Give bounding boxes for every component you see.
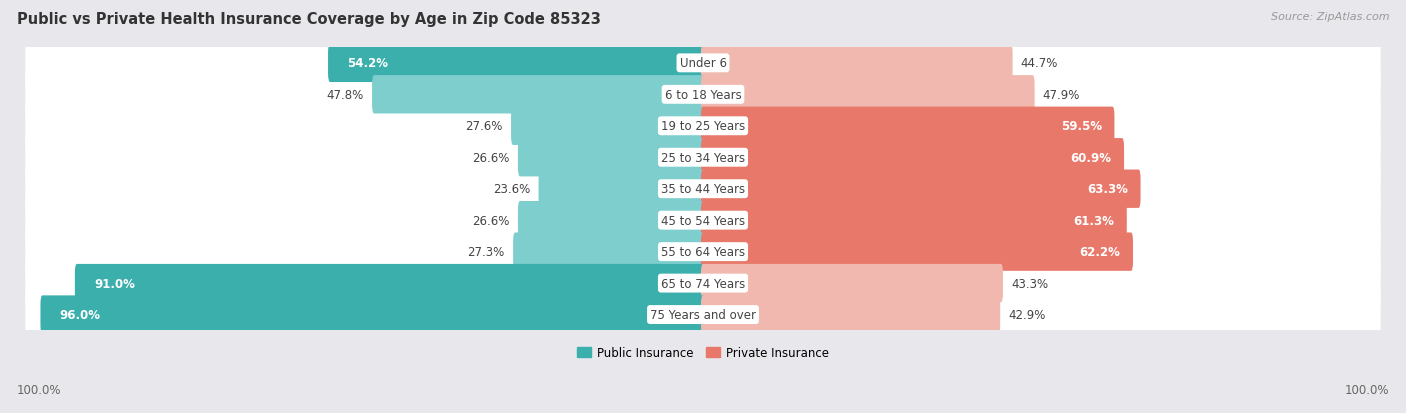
Text: 59.5%: 59.5%: [1062, 120, 1102, 133]
Text: 27.3%: 27.3%: [468, 246, 505, 259]
FancyBboxPatch shape: [25, 284, 1381, 346]
Text: 75 Years and over: 75 Years and over: [650, 309, 756, 321]
Text: 6 to 18 Years: 6 to 18 Years: [665, 89, 741, 102]
FancyBboxPatch shape: [25, 127, 1381, 189]
FancyBboxPatch shape: [25, 252, 1381, 314]
FancyBboxPatch shape: [702, 296, 1000, 334]
FancyBboxPatch shape: [25, 190, 1381, 252]
Text: 45 to 54 Years: 45 to 54 Years: [661, 214, 745, 227]
FancyBboxPatch shape: [517, 202, 704, 240]
FancyBboxPatch shape: [538, 170, 704, 209]
FancyBboxPatch shape: [373, 76, 704, 114]
FancyBboxPatch shape: [510, 107, 704, 146]
Text: 62.2%: 62.2%: [1080, 246, 1121, 259]
Text: 91.0%: 91.0%: [94, 277, 135, 290]
Text: 42.9%: 42.9%: [1008, 309, 1046, 321]
FancyBboxPatch shape: [25, 221, 1381, 283]
FancyBboxPatch shape: [702, 170, 1140, 209]
FancyBboxPatch shape: [702, 139, 1123, 177]
Text: 23.6%: 23.6%: [494, 183, 530, 196]
FancyBboxPatch shape: [702, 202, 1126, 240]
FancyBboxPatch shape: [25, 33, 1381, 95]
Text: 27.6%: 27.6%: [465, 120, 503, 133]
Text: Source: ZipAtlas.com: Source: ZipAtlas.com: [1271, 12, 1389, 22]
FancyBboxPatch shape: [25, 64, 1381, 126]
FancyBboxPatch shape: [328, 45, 704, 83]
FancyBboxPatch shape: [513, 233, 704, 271]
Text: 60.9%: 60.9%: [1071, 152, 1112, 164]
Text: 26.6%: 26.6%: [472, 152, 509, 164]
Text: 25 to 34 Years: 25 to 34 Years: [661, 152, 745, 164]
Text: 100.0%: 100.0%: [1344, 384, 1389, 396]
Text: 54.2%: 54.2%: [347, 57, 388, 70]
Text: Public vs Private Health Insurance Coverage by Age in Zip Code 85323: Public vs Private Health Insurance Cover…: [17, 12, 600, 27]
FancyBboxPatch shape: [25, 95, 1381, 157]
Text: 63.3%: 63.3%: [1087, 183, 1128, 196]
FancyBboxPatch shape: [702, 264, 1002, 303]
FancyBboxPatch shape: [702, 233, 1133, 271]
FancyBboxPatch shape: [75, 264, 704, 303]
FancyBboxPatch shape: [25, 158, 1381, 220]
Text: 100.0%: 100.0%: [17, 384, 62, 396]
FancyBboxPatch shape: [702, 76, 1035, 114]
Text: 61.3%: 61.3%: [1074, 214, 1115, 227]
Text: 47.8%: 47.8%: [326, 89, 364, 102]
Legend: Public Insurance, Private Insurance: Public Insurance, Private Insurance: [572, 342, 834, 364]
Text: 96.0%: 96.0%: [59, 309, 101, 321]
Text: 19 to 25 Years: 19 to 25 Years: [661, 120, 745, 133]
Text: 55 to 64 Years: 55 to 64 Years: [661, 246, 745, 259]
Text: Under 6: Under 6: [679, 57, 727, 70]
Text: 26.6%: 26.6%: [472, 214, 509, 227]
FancyBboxPatch shape: [41, 296, 704, 334]
FancyBboxPatch shape: [517, 139, 704, 177]
Text: 43.3%: 43.3%: [1011, 277, 1049, 290]
FancyBboxPatch shape: [702, 45, 1012, 83]
FancyBboxPatch shape: [702, 107, 1115, 146]
Text: 35 to 44 Years: 35 to 44 Years: [661, 183, 745, 196]
Text: 47.9%: 47.9%: [1043, 89, 1080, 102]
Text: 44.7%: 44.7%: [1021, 57, 1059, 70]
Text: 65 to 74 Years: 65 to 74 Years: [661, 277, 745, 290]
